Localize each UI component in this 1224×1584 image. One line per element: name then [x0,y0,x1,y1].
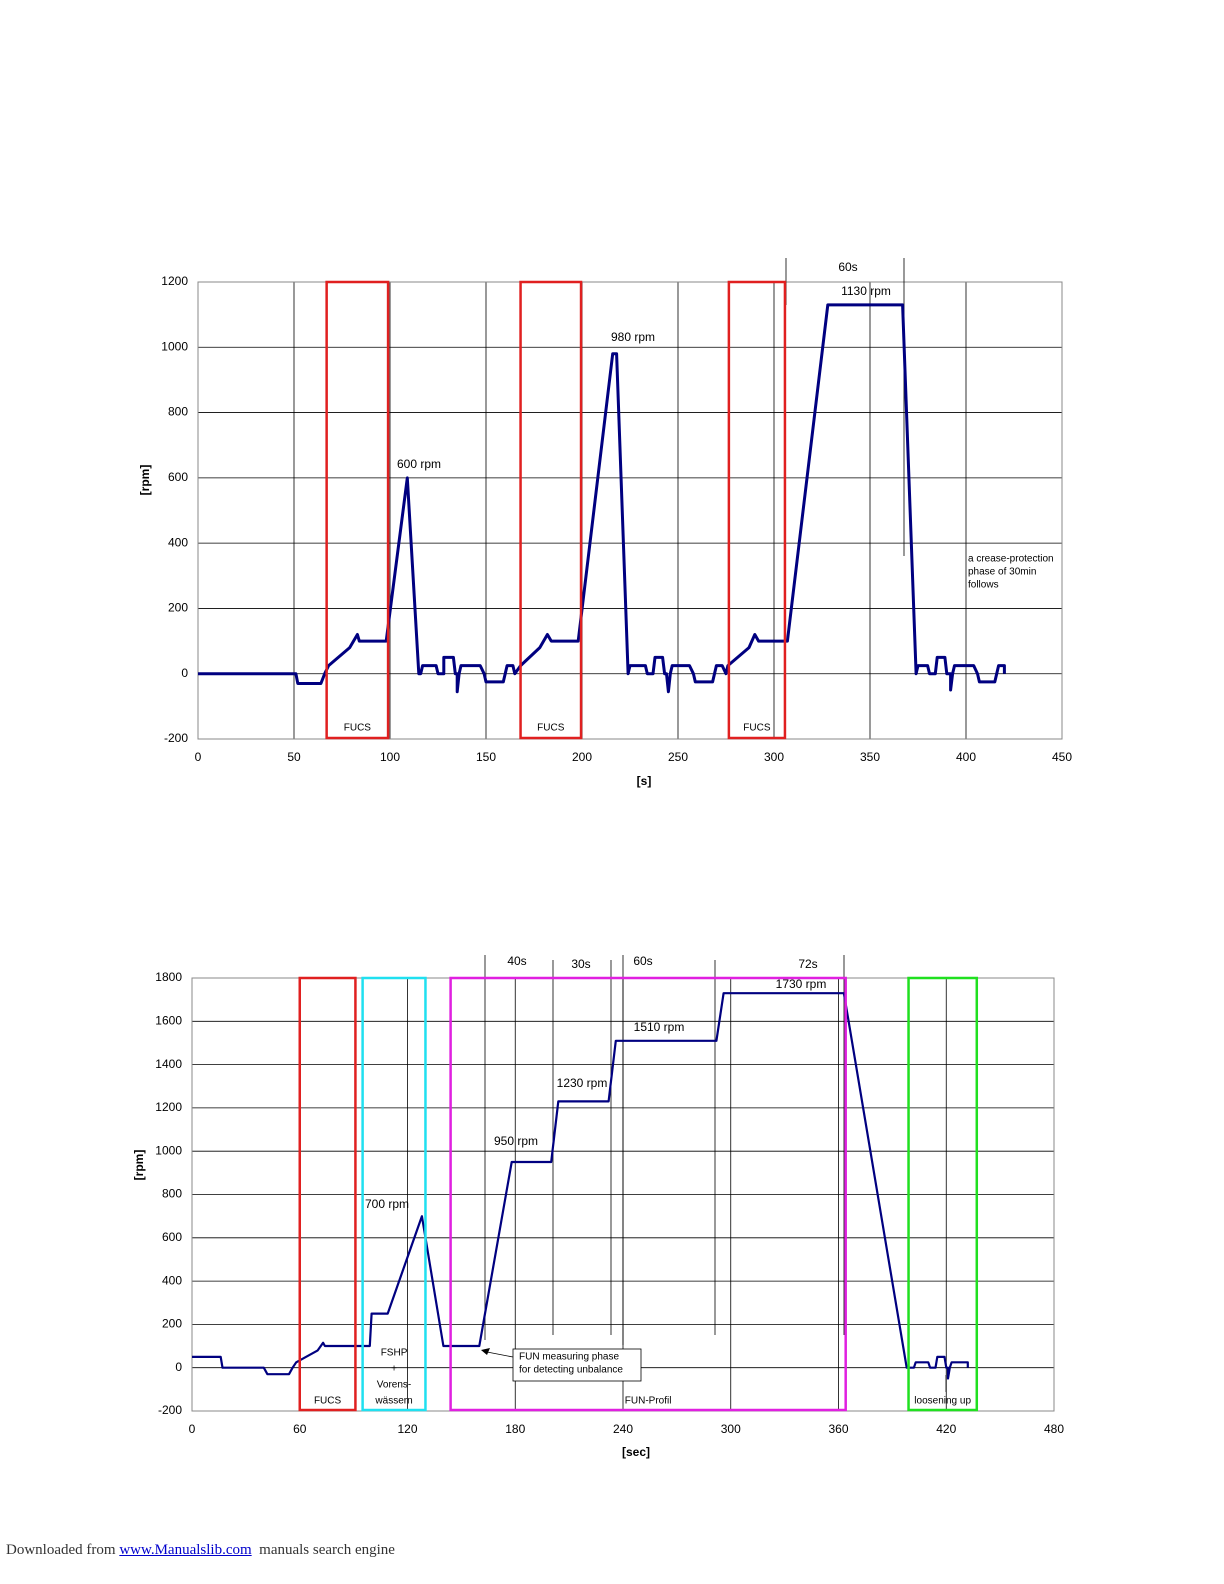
phase-label: Vorens- [377,1380,411,1391]
x-tick-label: 420 [936,1422,956,1436]
phase-label: wässern [374,1396,412,1407]
x-tick-label: 50 [287,750,301,764]
phase-box [298,976,357,1412]
phase-label: FUCS [743,723,771,734]
annotation: phase of 30min [968,567,1036,578]
x-tick-label: 300 [721,1422,741,1436]
y-tick-label: 400 [168,535,188,549]
y-tick-label: -200 [164,731,188,745]
x-tick-label: 250 [668,750,688,764]
annotation: for detecting unbalance [519,1365,623,1376]
annotation: 980 rpm [611,330,655,344]
phase-label: + [391,1364,397,1375]
annotation: a crease-protection [968,554,1054,565]
x-tick-label: 480 [1044,1422,1064,1436]
y-tick-label: 600 [162,1230,182,1244]
callout-arrow [486,1351,514,1358]
phase-box [361,976,427,1412]
y-tick-label: 200 [168,601,188,615]
phase-box [907,976,979,1412]
phase-label: FSHP [381,1348,408,1359]
annotation: 700 rpm [365,1197,409,1211]
annotation: 72s [798,957,817,971]
phase-box [449,976,847,1412]
annotation: follows [968,580,999,591]
y-tick-label: 1000 [161,339,188,353]
annotation: 1510 rpm [634,1020,685,1034]
y-tick-label: 1200 [161,274,188,288]
annotation: 1230 rpm [557,1076,608,1090]
y-tick-label: 0 [181,666,188,680]
footer: Downloaded from www.Manualslib.com manua… [6,1542,395,1559]
annotation: FUN measuring phase [519,1352,619,1363]
phase-box [325,280,390,740]
phase-box [519,280,583,740]
y-tick-label: 1400 [155,1057,182,1071]
x-tick-label: 120 [397,1422,417,1436]
annotation: 60s [633,954,652,968]
x-tick-label: 100 [380,750,400,764]
y-tick-label: 1200 [155,1100,182,1114]
plot-border [197,281,1063,740]
x-tick-label: 180 [505,1422,525,1436]
phase-label: FUCS [537,723,565,734]
y-tick-label: 1000 [155,1143,182,1157]
data-line [198,303,1006,694]
annotation: 1730 rpm [776,977,827,991]
x-tick-label: 240 [613,1422,633,1436]
y-tick-label: 800 [162,1187,182,1201]
x-tick-label: 150 [476,750,496,764]
footer-suffix: manuals search engine [251,1542,395,1558]
phase-label: FUCS [314,1396,342,1407]
annotation: 30s [571,957,590,971]
annotation: 40s [507,954,526,968]
y-tick-label: 600 [168,470,188,484]
y-tick-label: 0 [175,1360,182,1374]
annotation: 950 rpm [494,1134,538,1148]
y-axis-label: [rpm] [132,1150,146,1181]
callout-arrowhead [481,1348,490,1355]
footer-prefix: Downloaded from [6,1542,120,1558]
data-line [192,992,969,1380]
phase-label: FUCS [344,723,372,734]
y-tick-label: 1800 [155,970,182,984]
x-tick-label: 400 [956,750,976,764]
footer-link[interactable]: www.Manualslib.com [119,1542,252,1558]
x-tick-label: 0 [195,750,202,764]
phase-box [727,280,787,740]
x-tick-label: 350 [860,750,880,764]
x-tick-label: 60 [293,1422,307,1436]
x-tick-label: 0 [189,1422,196,1436]
y-tick-label: 200 [162,1317,182,1331]
x-tick-label: 360 [828,1422,848,1436]
y-axis-label: [rpm] [138,465,152,496]
callout-box [512,1348,642,1382]
phase-label: FUN-Profil [625,1396,672,1407]
y-tick-label: -200 [158,1403,182,1417]
phase-label: loosening up [914,1396,971,1407]
x-axis-label: [s] [637,774,652,788]
annotation: 1130 rpm [841,284,891,298]
x-tick-label: 300 [764,750,784,764]
x-axis-label: [sec] [622,1445,650,1459]
x-tick-label: 450 [1052,750,1072,764]
annotation: 60s [838,260,857,274]
y-tick-label: 1600 [155,1013,182,1027]
x-tick-label: 200 [572,750,592,764]
y-tick-label: 400 [162,1273,182,1287]
annotation: 600 rpm [397,457,441,471]
y-tick-label: 800 [168,405,188,419]
